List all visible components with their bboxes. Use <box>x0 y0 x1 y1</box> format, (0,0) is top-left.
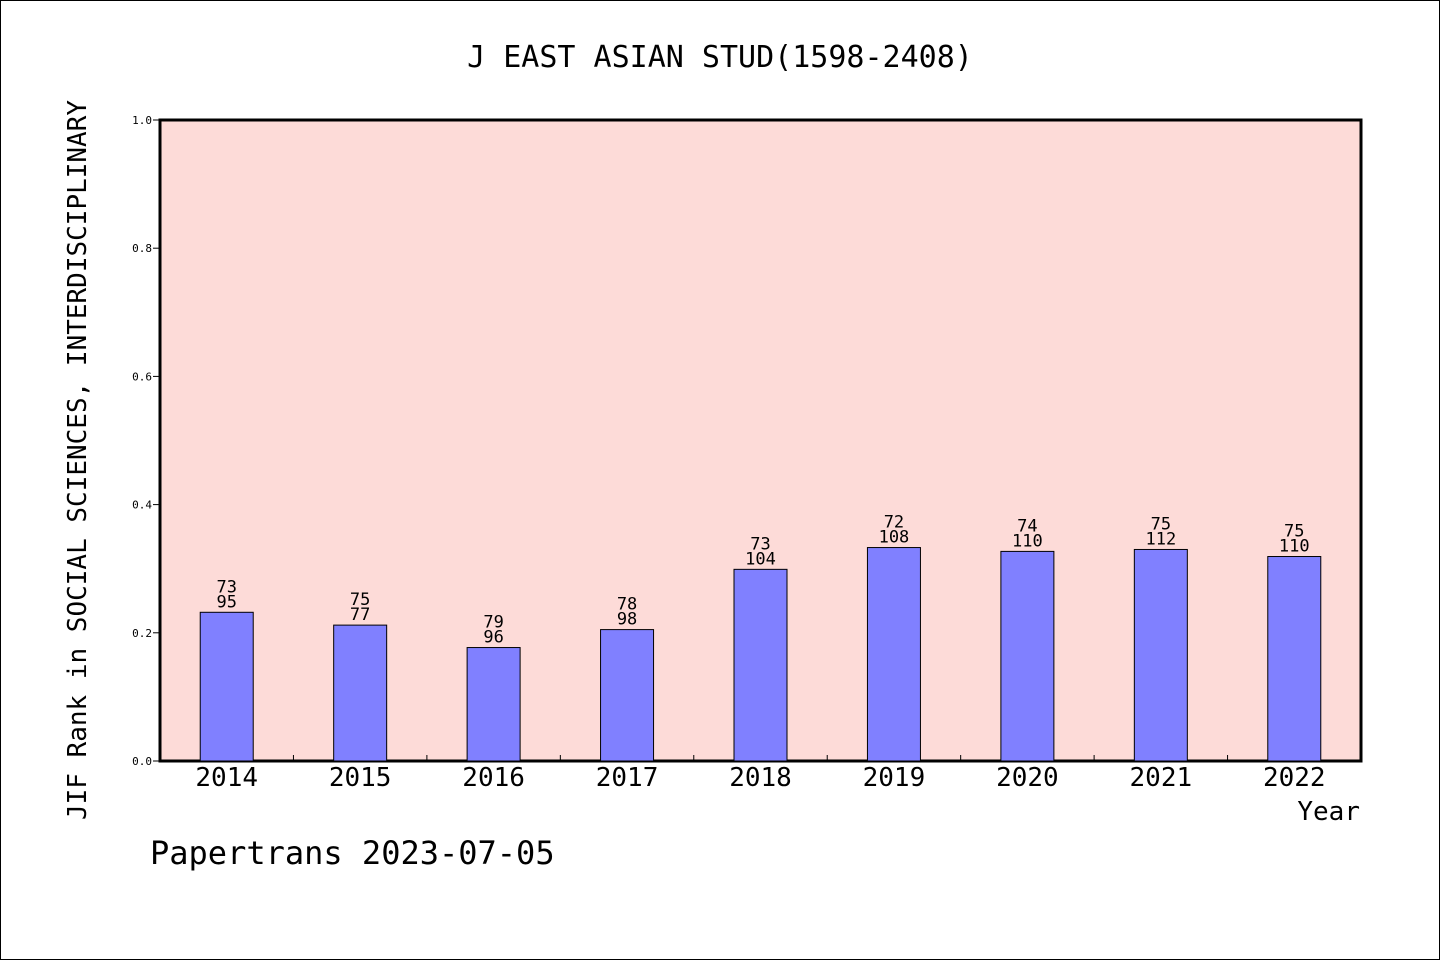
x-axis: 2014 2015 2016 2017 2018 2019 2020 2021 2022 <box>195 755 1326 793</box>
x-tick-label: 2022 <box>1263 763 1326 793</box>
y-tick-label: 0.6 <box>132 370 152 383</box>
y-tick-label: 1.0 <box>132 114 152 127</box>
x-tick-label: 2015 <box>329 763 392 793</box>
bar-rank-label: 78 <box>617 595 637 615</box>
bar-rank-label: 74 <box>1017 516 1037 536</box>
bar <box>600 629 655 762</box>
bar-total-label: 104 <box>745 549 776 569</box>
y-tick-label: 0.8 <box>132 242 152 255</box>
y-axis: 0.0 0.2 0.4 0.6 0.8 1.0 <box>132 114 160 768</box>
x-tick-label: 2014 <box>195 763 258 793</box>
bar-total-label: 110 <box>1012 531 1043 551</box>
footer-credit: Papertrans 2023-07-05 <box>150 834 555 872</box>
bar-rank-label: 79 <box>483 613 503 633</box>
bar <box>1133 548 1188 762</box>
bar-rank-label: 72 <box>884 513 904 533</box>
y-tick-label: 0.4 <box>132 499 152 512</box>
bar-total-label: 98 <box>617 610 637 630</box>
x-tick-label: 2021 <box>1130 763 1193 793</box>
x-tick-label: 2018 <box>729 763 792 793</box>
y-tick-label: 0.2 <box>132 627 152 640</box>
x-tick-label: 2019 <box>863 763 926 793</box>
bar <box>1000 550 1055 762</box>
bar <box>466 647 521 762</box>
bar-rank-label: 75 <box>1284 522 1304 542</box>
bar <box>866 547 921 762</box>
bar <box>199 611 254 762</box>
bar-total-label: 110 <box>1279 537 1310 557</box>
bar-rank-label: 73 <box>750 534 770 554</box>
y-tick-label: 0.0 <box>132 755 152 768</box>
bar <box>1267 556 1322 762</box>
bar <box>333 624 388 762</box>
bar-rank-label: 73 <box>216 577 236 597</box>
x-axis-label: Year <box>1297 797 1360 827</box>
bar-total-label: 95 <box>216 592 236 612</box>
chart-title: J EAST ASIAN STUD(1598-2408) <box>467 40 973 75</box>
x-tick-label: 2020 <box>996 763 1059 793</box>
bar-rank-label: 75 <box>1151 514 1171 534</box>
y-axis-label: JIF Rank in SOCIAL SCIENCES, INTERDISCIP… <box>63 100 93 820</box>
bar <box>733 568 788 762</box>
bar-total-label: 77 <box>350 605 370 625</box>
bar-total-label: 112 <box>1145 529 1176 549</box>
bar-total-label: 96 <box>483 628 503 648</box>
x-tick-label: 2017 <box>596 763 659 793</box>
bar-total-label: 108 <box>879 528 910 548</box>
x-tick-label: 2016 <box>462 763 525 793</box>
bar-rank-label: 75 <box>350 590 370 610</box>
